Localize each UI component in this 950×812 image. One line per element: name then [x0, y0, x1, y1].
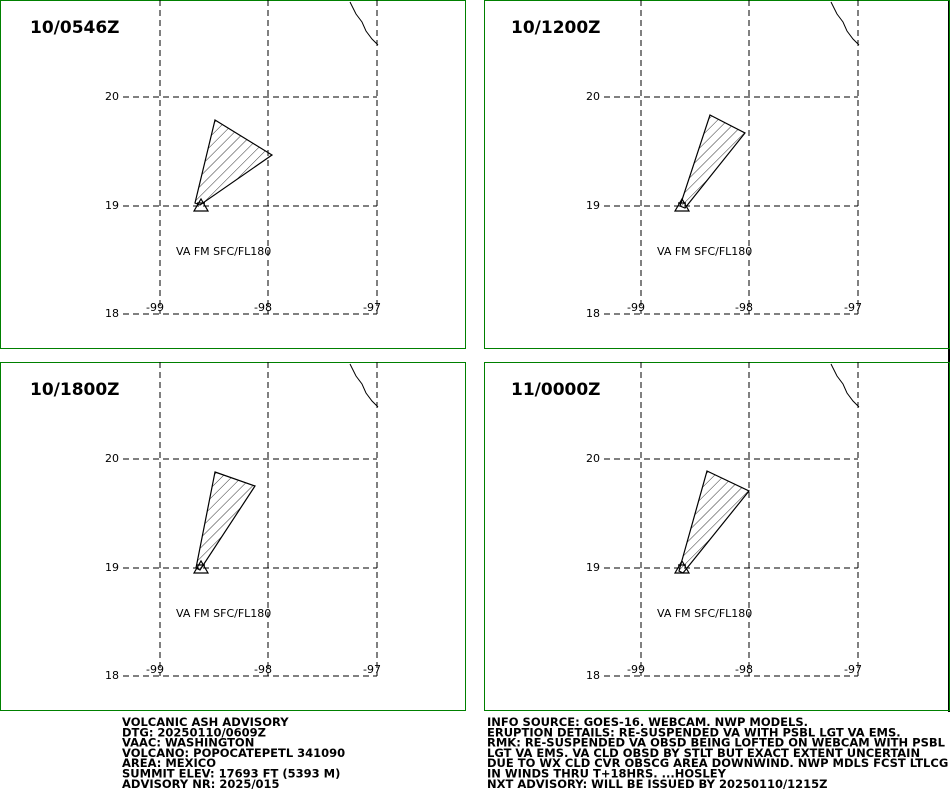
lon-label: -97: [363, 301, 381, 314]
lat-label: 18: [105, 307, 119, 320]
advisory-line: VOLCANO: POPOCATEPETL 341090: [122, 746, 345, 760]
panel-time: 11/0000Z: [511, 380, 601, 400]
advisory-line: SUMMIT ELEV: 17693 FT (5393 M): [122, 767, 340, 781]
ash-label: VA FM SFC/FL180: [176, 245, 271, 258]
advisory-line: DUE TO WX CLD CVR OBSCG AREA DOWNWIND. N…: [487, 756, 948, 770]
panel-time: 10/0546Z: [30, 18, 120, 38]
coastline: [830, 1, 860, 46]
lat-label: 20: [105, 90, 119, 103]
lat-label: 19: [586, 561, 600, 574]
ash-label: VA FM SFC/FL180: [176, 607, 271, 620]
volcano-symbol: [673, 197, 691, 212]
lon-label: -99: [146, 663, 164, 676]
lon-label: -99: [146, 301, 164, 314]
lon-label: -98: [254, 301, 272, 314]
panel: 20 19 18 -99 -98 -97 VA FM SFC/FL180 10/1800Z: [0, 362, 466, 711]
panel-border: [0, 0, 466, 349]
ash-cloud: [195, 471, 256, 571]
lat-label: 20: [586, 90, 600, 103]
lat-label: 19: [105, 561, 119, 574]
ash-cloud: [678, 470, 750, 574]
lat-label: 18: [586, 307, 600, 320]
lat-label: 19: [105, 199, 119, 212]
advisory-line: DTG: 20250110/0609Z: [122, 725, 266, 739]
panel-border: [0, 362, 466, 711]
advisory-line: RMK: RE-SUSPENDED VA OBSD BEING LOFTED O…: [487, 736, 946, 750]
panel-border: [484, 362, 950, 711]
coastline: [349, 363, 379, 408]
lat-label: 18: [586, 669, 600, 682]
coastline: [830, 363, 860, 408]
panel-time: 10/1800Z: [30, 380, 120, 400]
advisory-right: INFO SOURCE: GOES-16. WEBCAM. NWP MODELS…: [487, 715, 948, 791]
lon-label: -97: [844, 663, 862, 676]
advisory-line: VOLCANIC ASH ADVISORY: [122, 715, 289, 729]
lon-label: -98: [735, 663, 753, 676]
volcano-symbol: [192, 559, 210, 574]
advisory-line: ERUPTION DETAILS: RE-SUSPENDED VA WITH P…: [487, 725, 901, 739]
lon-label: -98: [735, 301, 753, 314]
volcano-symbol: [192, 197, 210, 212]
advisory-line: ADVISORY NR: 2025/015: [122, 777, 280, 791]
ash-cloud: [679, 114, 746, 209]
volcano-symbol: [673, 559, 691, 574]
lat-label: 20: [586, 452, 600, 465]
advisory-line: LGT VA EMS. VA CLD OBSD BY STLT BUT EXAC…: [487, 746, 920, 760]
ash-cloud: [194, 119, 274, 206]
panel: 20 19 18 -99 -98 -97 VA FM SFC/FL180 11/0000Z: [484, 362, 950, 711]
advisory-line: NXT ADVISORY: WILL BE ISSUED BY 20250110…: [487, 777, 828, 791]
lon-label: -98: [254, 663, 272, 676]
lat-label: 18: [105, 669, 119, 682]
advisory-line: VAAC: WASHINGTON: [122, 736, 254, 750]
panel-time: 10/1200Z: [511, 18, 601, 38]
lat-label: 20: [105, 452, 119, 465]
lon-label: -97: [844, 301, 862, 314]
coastline: [349, 1, 379, 46]
ash-label: VA FM SFC/FL180: [657, 245, 752, 258]
advisory-line: IN WINDS THRU T+18HRS. ...HOSLEY: [487, 767, 727, 781]
lon-label: -97: [363, 663, 381, 676]
lat-label: 19: [586, 199, 600, 212]
panel: 20 19 18 -99 -98 -97 VA FM SFC/FL180 10/1200Z: [484, 0, 950, 349]
panel-border: [484, 0, 950, 349]
lon-label: -99: [627, 301, 645, 314]
advisory-line: AREA: MEXICO: [122, 756, 216, 770]
lon-label: -99: [627, 663, 645, 676]
panel: 20 19 18 -99 -98 -97 VA FM SFC/FL180 10/0546Z: [0, 0, 466, 349]
advisory-line: INFO SOURCE: GOES-16. WEBCAM. NWP MODELS…: [487, 715, 808, 729]
ash-label: VA FM SFC/FL180: [657, 607, 752, 620]
